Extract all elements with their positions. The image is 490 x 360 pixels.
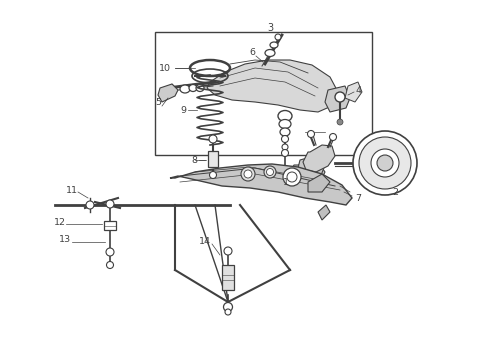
Circle shape (264, 166, 276, 178)
Circle shape (210, 171, 217, 179)
Circle shape (283, 168, 301, 186)
Text: 14: 14 (199, 238, 211, 247)
Polygon shape (318, 205, 330, 220)
Ellipse shape (189, 85, 197, 91)
Ellipse shape (280, 128, 290, 136)
Circle shape (223, 302, 232, 311)
Circle shape (86, 201, 94, 209)
Circle shape (337, 119, 343, 125)
Circle shape (281, 135, 289, 143)
Ellipse shape (278, 111, 292, 122)
Polygon shape (170, 164, 352, 205)
Ellipse shape (265, 49, 275, 57)
Polygon shape (207, 60, 338, 112)
Polygon shape (308, 174, 330, 192)
Circle shape (106, 248, 114, 256)
Circle shape (335, 92, 345, 102)
Text: 12: 12 (54, 217, 66, 226)
Polygon shape (345, 82, 362, 102)
Circle shape (106, 200, 114, 208)
Circle shape (329, 134, 337, 140)
Text: 3: 3 (267, 23, 273, 33)
Text: 2: 2 (392, 188, 398, 197)
Ellipse shape (180, 85, 190, 93)
Bar (222, 265, 234, 290)
Circle shape (308, 131, 315, 138)
Bar (155, 32, 372, 155)
Text: 1: 1 (283, 177, 289, 186)
Text: 10: 10 (159, 63, 171, 72)
Bar (208, 151, 218, 167)
Circle shape (353, 131, 417, 195)
Polygon shape (298, 155, 325, 185)
Circle shape (359, 137, 411, 189)
Polygon shape (290, 160, 325, 188)
Text: 8: 8 (191, 156, 197, 165)
Ellipse shape (270, 42, 278, 48)
Circle shape (281, 149, 289, 157)
Ellipse shape (196, 85, 204, 91)
Text: 7: 7 (355, 194, 361, 202)
Text: 11: 11 (66, 185, 78, 194)
Circle shape (225, 309, 231, 315)
Polygon shape (158, 84, 178, 102)
Text: 6: 6 (249, 48, 255, 57)
Circle shape (287, 172, 297, 182)
Text: 9: 9 (180, 105, 186, 114)
Bar (104, 221, 116, 230)
Circle shape (377, 155, 393, 171)
Text: 4: 4 (355, 86, 361, 95)
Polygon shape (325, 86, 350, 112)
Text: 13: 13 (59, 235, 71, 244)
Circle shape (209, 135, 217, 143)
Circle shape (282, 144, 288, 150)
Circle shape (244, 170, 252, 178)
Polygon shape (303, 145, 335, 172)
Circle shape (371, 149, 399, 177)
Circle shape (241, 167, 255, 181)
Circle shape (275, 34, 281, 40)
Circle shape (106, 261, 114, 269)
Ellipse shape (279, 120, 291, 129)
Text: 5: 5 (155, 98, 161, 107)
Circle shape (224, 247, 232, 255)
Circle shape (267, 168, 273, 176)
